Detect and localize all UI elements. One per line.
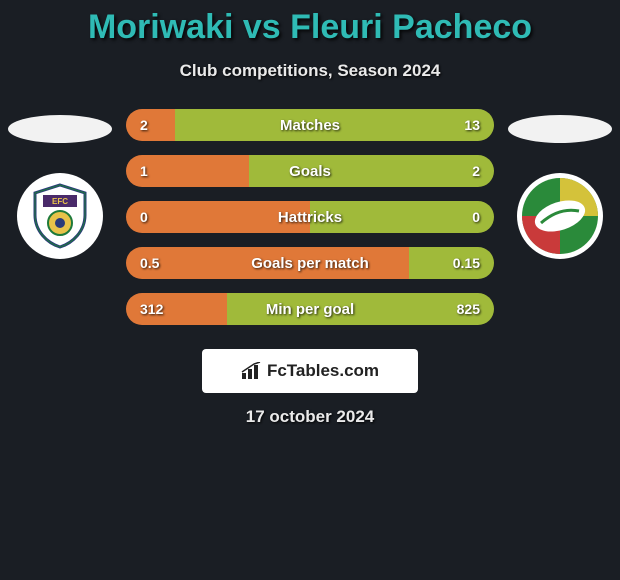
- stat-right-value: 13: [464, 117, 480, 133]
- stat-right-value: 825: [457, 301, 480, 317]
- player-right-club-badge: [517, 173, 603, 259]
- right-column: [500, 109, 620, 259]
- stat-row: 312 Min per goal 825: [126, 293, 494, 325]
- stat-bars: 2 Matches 13 1 Goals 2 0 Hattricks 0 0.5 Goals per…: [120, 109, 500, 339]
- player-left-club-badge: EFC: [17, 173, 103, 259]
- stat-row: 0 Hattricks 0: [126, 201, 494, 233]
- main-area: EFC 2 Matches 13 1 Goals 2 0 Hattricks 0 0.5 Goals…: [0, 109, 620, 339]
- brand-label: FcTables.com: [241, 361, 379, 381]
- subtitle: Club competitions, Season 2024: [0, 61, 620, 81]
- stat-label: Goals: [289, 163, 331, 180]
- stat-row: 1 Goals 2: [126, 155, 494, 187]
- stat-label: Goals per match: [251, 255, 369, 272]
- chart-icon: [241, 362, 263, 380]
- left-column: EFC: [0, 109, 120, 259]
- stat-left-value: 0: [140, 209, 148, 225]
- brand-box[interactable]: FcTables.com: [202, 349, 418, 393]
- stat-label: Min per goal: [266, 301, 354, 318]
- svg-text:EFC: EFC: [52, 197, 68, 206]
- player-right-flag: [508, 115, 612, 143]
- stat-left-value: 312: [140, 301, 163, 317]
- stat-label: Matches: [280, 117, 340, 134]
- stat-right-value: 0: [472, 209, 480, 225]
- stat-right-value: 2: [472, 163, 480, 179]
- page-title: Moriwaki vs Fleuri Pacheco: [0, 8, 620, 47]
- club-icon: [521, 177, 599, 255]
- stat-row: 0.5 Goals per match 0.15: [126, 247, 494, 279]
- stat-row: 2 Matches 13: [126, 109, 494, 141]
- shield-icon: EFC: [25, 181, 95, 251]
- date-line: 17 october 2024: [0, 407, 620, 427]
- stat-right-value: 0.15: [453, 255, 480, 271]
- player-left-flag: [8, 115, 112, 143]
- comparison-widget: Moriwaki vs Fleuri Pacheco Club competit…: [0, 0, 620, 427]
- stat-label: Hattricks: [278, 209, 342, 226]
- stat-left-value: 0.5: [140, 255, 159, 271]
- stat-left-value: 1: [140, 163, 148, 179]
- stat-left-value: 2: [140, 117, 148, 133]
